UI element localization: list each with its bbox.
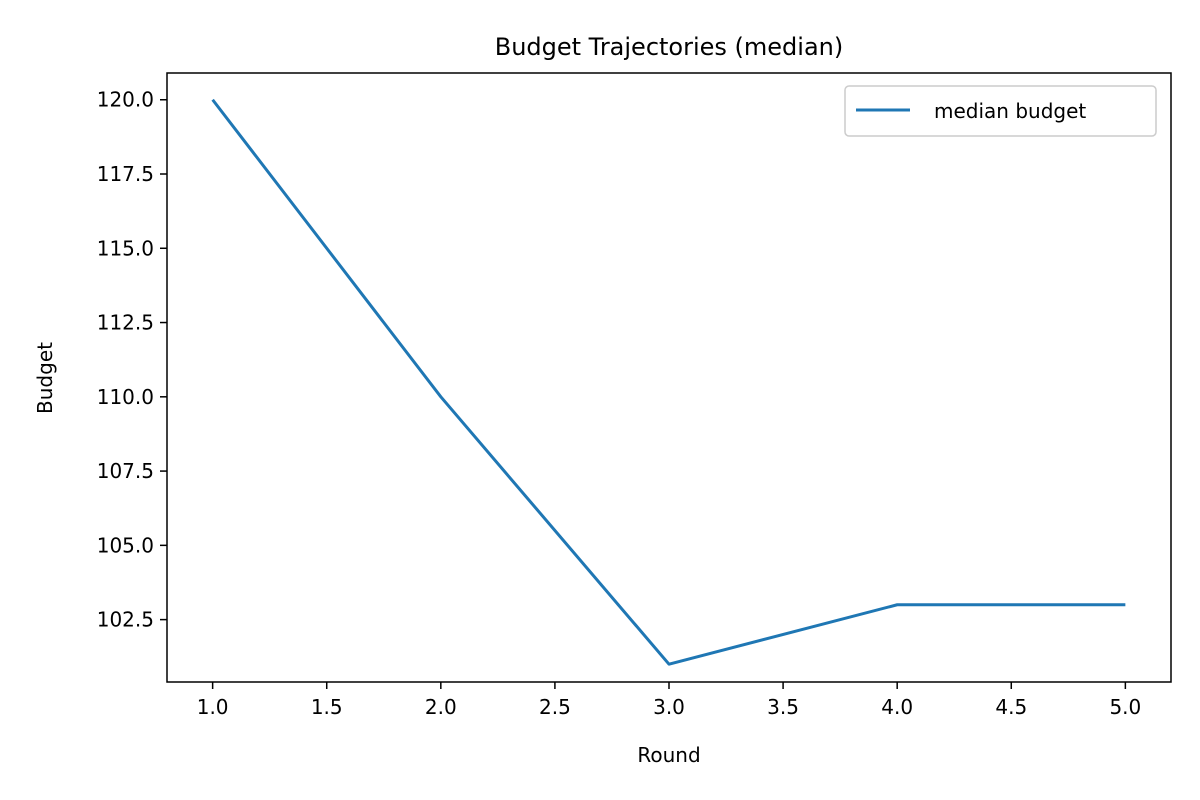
plot-frame [166, 72, 1172, 683]
x-tick-label: 4.5 [995, 695, 1027, 719]
y-tick-label: 102.5 [97, 608, 154, 632]
y-tick-label: 112.5 [97, 311, 154, 335]
x-tick-label: 3.5 [767, 695, 799, 719]
x-tick-label: 4.0 [881, 695, 913, 719]
y-tick-label: 110.0 [97, 385, 154, 409]
y-tick-label: 117.5 [97, 162, 154, 186]
legend-box [844, 85, 1157, 137]
y-tick-label: 107.5 [97, 459, 154, 483]
x-tick-label: 1.5 [311, 695, 343, 719]
y-tick-label: 120.0 [97, 88, 154, 112]
y-axis: 102.5 105.0 107.5 110.0 112.5 115.0 117.5 120.0 [97, 88, 167, 632]
x-tick-label: 1.0 [197, 695, 229, 719]
x-axis-label: Round [637, 743, 700, 767]
y-tick-label: 105.0 [97, 533, 154, 557]
y-tick-label: 115.0 [97, 236, 154, 260]
x-tick-label: 2.0 [425, 695, 457, 719]
x-axis: 1.0 1.5 2.0 2.5 3.0 3.5 4.0 4.5 5.0 [197, 682, 1141, 719]
series-layer [211, 98, 1126, 666]
chart-title: Budget Trajectories (median) [495, 33, 844, 61]
legend: median budget [844, 85, 1157, 137]
x-tick-label: 5.0 [1109, 695, 1141, 719]
x-tick-label: 2.5 [539, 695, 571, 719]
x-tick-label: 3.0 [653, 695, 685, 719]
legend-label: median budget [934, 99, 1086, 123]
y-axis-label: Budget [33, 342, 57, 414]
plot-area [166, 72, 1172, 683]
